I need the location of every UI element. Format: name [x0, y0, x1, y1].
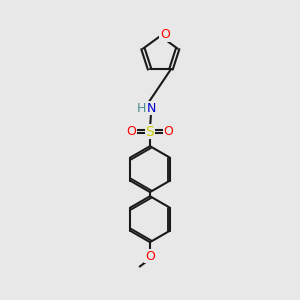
Text: O: O [164, 125, 173, 138]
Text: N: N [146, 102, 156, 115]
Text: O: O [127, 125, 136, 138]
Text: O: O [145, 250, 155, 262]
Text: O: O [160, 28, 170, 41]
Text: S: S [146, 125, 154, 139]
Text: H: H [136, 102, 146, 115]
